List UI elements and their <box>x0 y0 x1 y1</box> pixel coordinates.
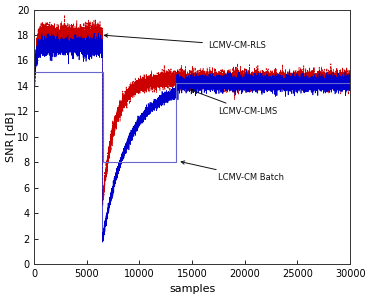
Text: LCMV-CM-RLS: LCMV-CM-RLS <box>104 34 266 50</box>
X-axis label: samples: samples <box>169 284 215 294</box>
Y-axis label: SNR [dB]: SNR [dB] <box>6 112 16 162</box>
Text: LCMV-CM Batch: LCMV-CM Batch <box>181 161 285 182</box>
Text: LCMV-CM-LMS: LCMV-CM-LMS <box>191 89 278 116</box>
